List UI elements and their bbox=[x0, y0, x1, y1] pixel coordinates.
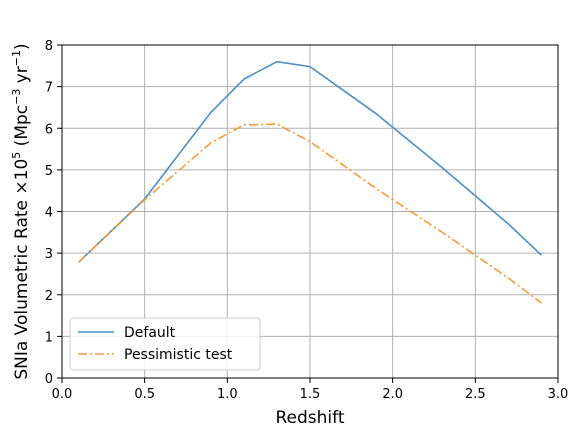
x-tick-label: 1.0 bbox=[217, 387, 238, 402]
legend: Default Pessimistic test bbox=[69, 317, 261, 371]
x-axis-label: Redshift bbox=[275, 408, 344, 428]
y-tick-label: 0 bbox=[45, 372, 53, 387]
x-tick-label: 2.0 bbox=[382, 387, 403, 402]
x-tick-label: 0.5 bbox=[134, 387, 155, 402]
y-axis-label-exp3: −1 bbox=[10, 50, 23, 66]
legend-label-pessimistic-test: Pessimistic test bbox=[124, 347, 233, 363]
series-line-pessimistic-test bbox=[77, 123, 542, 304]
y-axis-label-exp1: 5 bbox=[10, 152, 23, 159]
grid-lines bbox=[61, 44, 559, 379]
y-axis-label: SNIa Volumetric Rate ×105 (Mpc−3 yr−1) bbox=[10, 43, 32, 379]
y-tick-label: 1 bbox=[45, 330, 53, 345]
x-tick-label: 3.0 bbox=[548, 387, 569, 402]
legend-label-default: Default bbox=[124, 325, 176, 341]
y-tick-label: 6 bbox=[45, 122, 53, 137]
y-tick-label: 2 bbox=[45, 289, 53, 304]
y-axis-label-mid: (Mpc bbox=[12, 105, 32, 152]
series-line-default bbox=[77, 60, 543, 263]
series-lines bbox=[77, 60, 543, 304]
y-axis-label-exp2: −3 bbox=[10, 89, 23, 105]
y-tick-label: 3 bbox=[45, 247, 53, 262]
y-tick-label: 4 bbox=[45, 206, 53, 221]
y-axis-label-end: ) bbox=[12, 43, 32, 50]
axis-ticks: 0.0 0.5 1.0 1.5 2.0 2.5 3.0 0 1 2 3 4 5 6 7 8 bbox=[45, 39, 569, 402]
y-tick-label: 8 bbox=[45, 39, 53, 54]
y-tick-label: 7 bbox=[45, 81, 53, 96]
x-tick-label: 2.5 bbox=[465, 387, 486, 402]
y-axis-label-main: SNIa Volumetric Rate ×10 bbox=[12, 159, 32, 380]
x-tick-label: 0.0 bbox=[52, 387, 73, 402]
x-tick-label: 1.5 bbox=[300, 387, 321, 402]
y-axis-label-mid2: yr bbox=[12, 66, 32, 88]
y-tick-label: 5 bbox=[45, 164, 53, 179]
legend-box bbox=[69, 317, 261, 371]
